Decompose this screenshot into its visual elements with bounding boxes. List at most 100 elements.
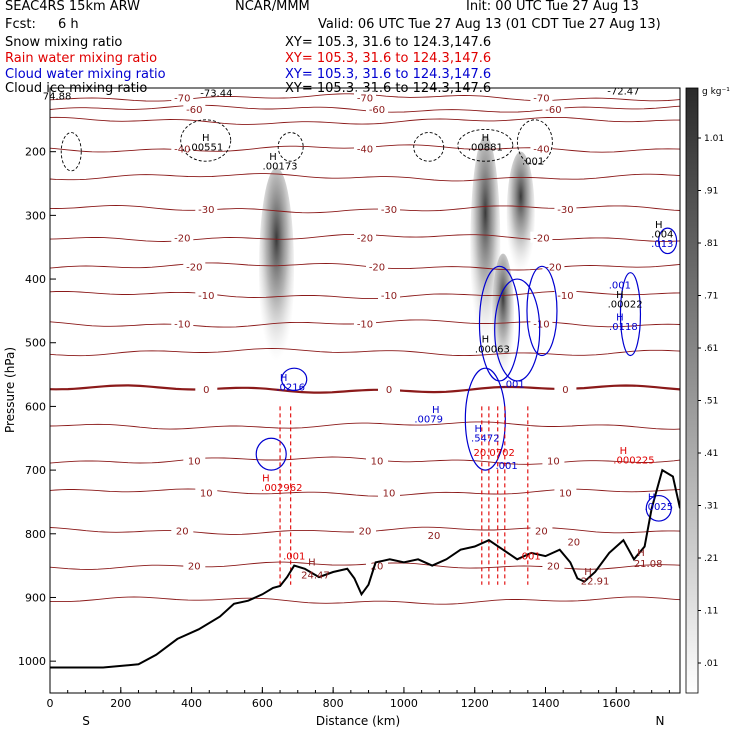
field-cloud-water-xy: XY= 105.3, 31.6 to 124.3,147.6 xyxy=(285,67,492,82)
x-tick-label: 1200 xyxy=(461,697,489,710)
isotherm-label: 10 xyxy=(383,488,396,499)
cloud-water-contour-6 xyxy=(619,272,642,357)
isotherm-label: 0 xyxy=(562,385,568,396)
isotherm-label-bg xyxy=(171,524,194,536)
contour-annotation: 21.08 xyxy=(634,559,663,570)
contour-annotation: 20 xyxy=(567,537,580,548)
isotherm-label-bg xyxy=(171,231,194,243)
isotherm-label-bg xyxy=(378,288,400,300)
y-tick-label: 200 xyxy=(25,146,46,159)
isotherm-label-bg xyxy=(542,559,565,571)
isotherm-line-14 xyxy=(50,488,680,497)
isotherm-label-bg xyxy=(171,317,194,329)
ice-cloud-contour-4 xyxy=(413,132,445,162)
fcst-value: 6 h xyxy=(58,17,79,32)
colorbar xyxy=(685,87,699,694)
fcst-label: Fcst: xyxy=(5,17,36,32)
isotherm-label: -70 xyxy=(174,94,190,105)
isotherm-label: 0 xyxy=(386,385,392,396)
x-tick-label: 1600 xyxy=(602,697,630,710)
cloud-water-contour-4 xyxy=(494,278,541,382)
isotherm-label: -10 xyxy=(357,320,373,331)
field-snow-xy: XY= 105.3, 31.6 to 124.3,147.6 xyxy=(285,35,492,50)
isotherm-label-bg xyxy=(354,231,376,243)
y-tick-label: 400 xyxy=(25,273,46,286)
isotherm-label: 20 xyxy=(371,562,384,573)
ice-cloud-contour-0 xyxy=(180,119,232,162)
contour-annotation: H xyxy=(616,290,624,301)
colorbar-label: .81 xyxy=(704,239,718,249)
contour-annotation: .001 xyxy=(609,281,631,292)
contour-annotation: H xyxy=(202,133,210,144)
isotherm-label: -20 xyxy=(545,262,561,273)
isotherm-label: -30 xyxy=(198,205,214,216)
isotherm-label: 10 xyxy=(371,457,384,468)
field-snow: Snow mixing ratio xyxy=(5,35,123,50)
isotherm-line-4 xyxy=(50,173,680,182)
south-label: S xyxy=(82,714,90,728)
isotherm-label-bg xyxy=(530,524,553,536)
isotherm-label-bg xyxy=(195,203,218,214)
isotherm-label-bg xyxy=(530,142,553,154)
contour-annotation: 24.47 xyxy=(301,570,330,581)
isotherm-label: -40 xyxy=(533,145,549,156)
y-tick-label: 800 xyxy=(25,528,46,541)
contour-annotation: .00063 xyxy=(475,344,510,355)
isotherm-label: 20 xyxy=(359,527,372,538)
isotherm-line-7 xyxy=(50,262,680,271)
x-axis-label: Distance (km) xyxy=(316,714,400,728)
isotherm-label: -10 xyxy=(198,291,214,302)
isotherm-line-10 xyxy=(50,348,680,357)
y-tick-label: 500 xyxy=(25,337,46,350)
isotherm-label: -10 xyxy=(557,291,573,302)
contour-annotation: H xyxy=(620,446,628,457)
colorbar-unit: g kg⁻¹ xyxy=(702,87,730,97)
isotherm-line-1 xyxy=(50,104,680,113)
contour-annotation: H xyxy=(432,405,440,416)
contour-annotation: .000225 xyxy=(613,456,654,467)
contour-annotation: -72.47 xyxy=(607,86,639,97)
isotherm-label-bg xyxy=(366,103,388,115)
isotherm-label-bg xyxy=(554,383,577,395)
contour-annotation: H xyxy=(655,220,663,231)
isotherm-label: -10 xyxy=(381,291,397,302)
isotherm-label-bg xyxy=(354,317,376,329)
isotherm-label-bg xyxy=(195,288,218,300)
isotherm-label-bg xyxy=(183,103,206,115)
isotherm-label-bg xyxy=(354,142,376,154)
isotherm-label-bg xyxy=(542,260,565,272)
isotherm-label-bg xyxy=(554,288,577,300)
contour-annotation: H xyxy=(648,493,656,504)
field-rain: Rain water mixing ratio xyxy=(5,51,158,66)
isotherm-label: -30 xyxy=(381,205,397,216)
isotherm-label: -40 xyxy=(357,145,373,156)
isotherm-label: 0 xyxy=(203,385,209,396)
x-tick-label: 1400 xyxy=(532,697,560,710)
colorbar-label: .51 xyxy=(704,397,718,407)
isotherm-line-11 xyxy=(50,384,680,394)
terrain-profile-line xyxy=(50,468,680,669)
snow-plume-2 xyxy=(506,151,535,280)
cloud-water-contour-5 xyxy=(526,265,558,357)
contour-annotation: .001 xyxy=(283,551,305,562)
isotherm-label-bg xyxy=(378,383,400,395)
colorbar-label: .01 xyxy=(704,659,718,669)
x-tick-label: 400 xyxy=(181,697,202,710)
x-tick-label: 1000 xyxy=(390,697,418,710)
isotherm-label: 20 xyxy=(188,562,201,573)
isotherm-label: -60 xyxy=(186,105,202,116)
org-label: NCAR/MMM xyxy=(235,0,310,14)
contour-annotation: H xyxy=(280,373,288,384)
y-tick-label: 1000 xyxy=(18,655,46,668)
contour-annotation: .001 xyxy=(518,551,540,562)
isotherm-label-bg xyxy=(171,91,194,103)
plot-frame xyxy=(49,87,681,694)
isotherm-label: 10 xyxy=(559,488,572,499)
contour-annotation: H xyxy=(637,548,645,559)
contour-annotation: .00022 xyxy=(608,300,643,311)
y-tick-label: 700 xyxy=(25,464,46,477)
cloud-water-contour-2 xyxy=(464,367,506,471)
contour-annotation: 74.88 xyxy=(43,91,72,102)
isotherm-label: -30 xyxy=(557,205,573,216)
